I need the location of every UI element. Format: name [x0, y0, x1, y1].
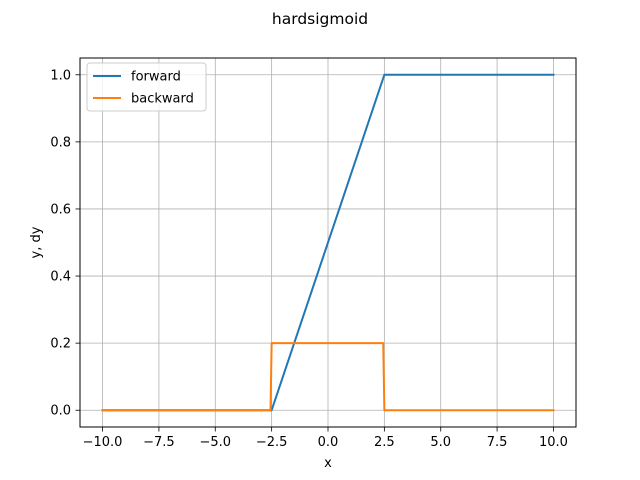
series-line-backward	[101, 342, 555, 412]
x-tick-label: −2.5	[256, 435, 288, 450]
y-tick-label: 1.0	[50, 68, 71, 83]
y-tick-label: 0.2	[50, 337, 71, 352]
x-tick-label: 7.5	[487, 435, 508, 450]
y-tick-label: 0.4	[50, 270, 71, 285]
y-tick-label: 0.0	[50, 404, 71, 419]
y-axis-label: y, dy	[29, 226, 44, 258]
x-tick-label: 10.0	[539, 435, 568, 450]
y-axis-ticks: 0.0 0.2 0.4 0.6 0.8 1.0	[50, 68, 80, 419]
x-tick-label: 5.0	[430, 435, 451, 450]
x-tick-label: −10.0	[83, 435, 123, 450]
series-layer	[101, 73, 555, 412]
x-tick-label: −5.0	[199, 435, 231, 450]
legend-label-backward: backward	[131, 92, 194, 107]
y-tick-label: 0.6	[50, 202, 71, 217]
x-axis-label: x	[324, 456, 332, 471]
legend-label-forward: forward	[131, 70, 181, 85]
x-tick-label: 2.5	[374, 435, 395, 450]
x-tick-label: 0.0	[318, 435, 339, 450]
y-tick-label: 0.8	[50, 135, 71, 150]
chart-title: hardsigmoid	[272, 10, 368, 28]
x-tick-label: −7.5	[143, 435, 175, 450]
legend: forward backward	[86, 62, 207, 112]
x-axis-ticks: −10.0 −7.5 −5.0 −2.5 0.0 2.5 5.0 7.5 10.0	[83, 427, 568, 450]
